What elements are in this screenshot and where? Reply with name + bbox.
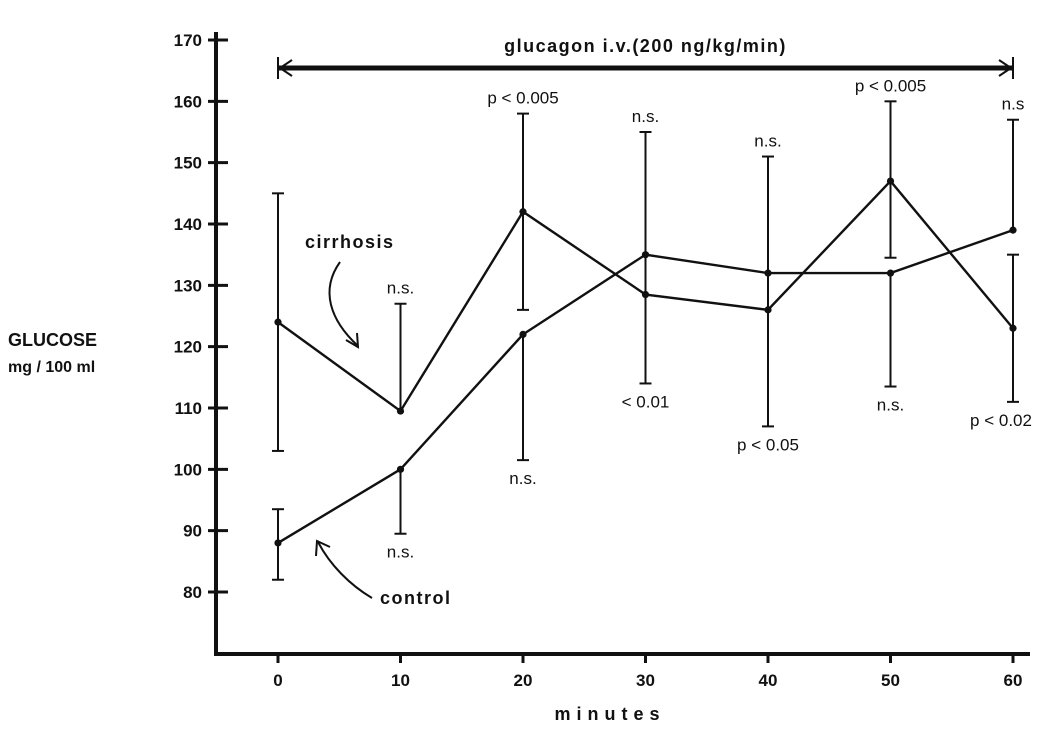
x-axis-title: minutes: [554, 704, 665, 724]
x-tick-label: 60: [1004, 671, 1023, 690]
point-cirrhosis: [1009, 324, 1017, 332]
y-tick-label: 110: [175, 399, 202, 418]
y-tick-label: 140: [174, 215, 202, 234]
arrow-head-control: [315, 539, 331, 557]
point-cirrhosis: [519, 208, 527, 216]
annotation-bottom: p < 0.05: [737, 435, 799, 454]
y-tick-label: 150: [174, 154, 202, 173]
arrow-cirrhosis: [328, 261, 359, 347]
annotation-top: n.s: [1002, 95, 1025, 114]
annotation-top: p < 0.005: [855, 76, 926, 95]
ticks: 80 90 100 110 120 130 140 150 160 170 0 10 20 30 40 50 6…: [174, 31, 1023, 690]
treatment-label: glucagon i.v.(200 ng/kg/min): [504, 36, 787, 56]
point-control: [886, 269, 895, 277]
annotation-bottom: n.s.: [877, 396, 904, 415]
point-cirrhosis: [764, 306, 772, 314]
annotation-bottom: < 0.01: [622, 392, 670, 411]
point-control: [641, 251, 650, 259]
y-tick-label: 100: [174, 460, 202, 479]
y-axis-title-line1: GLUCOSE: [8, 330, 97, 350]
series-label-control: control: [380, 588, 452, 608]
y-tick-label: 170: [174, 31, 202, 50]
point-cirrhosis: [396, 407, 405, 415]
annotation-bottom: n.s.: [509, 469, 536, 488]
axis-frame: [214, 32, 1030, 656]
labels: GLUCOSE mg / 100 ml minutes cirrhosis con…: [8, 232, 665, 724]
annotation-top: p < 0.005: [487, 89, 558, 108]
x-tick-label: 10: [391, 671, 410, 690]
x-tick-label: 50: [881, 671, 900, 690]
arrow-control: [317, 541, 373, 599]
x-tick-label: 40: [759, 671, 778, 690]
y-tick-label: 160: [174, 92, 202, 111]
axes: [214, 32, 1030, 656]
point-control: [519, 330, 527, 338]
annotation-top: n.s.: [632, 107, 659, 126]
arrow-head-cirrhosis: [345, 332, 360, 349]
annotation-bottom: n.s.: [387, 543, 414, 562]
point-control: [274, 539, 282, 547]
point-control: [396, 465, 405, 473]
treatment-bar-right-arrow: [998, 59, 1013, 77]
x-tick-label: 30: [636, 671, 655, 690]
treatment-bar: glucagon i.v.(200 ng/kg/min): [277, 36, 1014, 79]
x-tick-label: 20: [514, 671, 533, 690]
point-cirrhosis: [641, 290, 650, 299]
point-control: [1009, 226, 1017, 234]
series-group: [272, 100, 1019, 581]
point-cirrhosis: [274, 318, 282, 326]
series-label-cirrhosis: cirrhosis: [305, 232, 395, 252]
annotation-top: n.s.: [387, 279, 414, 298]
y-axis-title-line2: mg / 100 ml: [8, 359, 95, 376]
x-tick-label: 0: [273, 671, 282, 690]
point-cirrhosis: [886, 177, 895, 185]
point-control: [764, 269, 772, 277]
y-tick-label: 90: [183, 522, 202, 541]
treatment-bar-left-arrow: [278, 59, 293, 77]
y-tick-label: 80: [183, 583, 202, 602]
y-tick-label: 120: [174, 338, 202, 357]
annotations: n.s. p < 0.005 n.s. n.s. p < 0.005 n.s n.s. n.s…: [387, 76, 1032, 561]
annotation-bottom: p < 0.02: [970, 411, 1032, 430]
y-tick-label: 130: [174, 276, 202, 295]
annotation-top: n.s.: [754, 132, 781, 151]
